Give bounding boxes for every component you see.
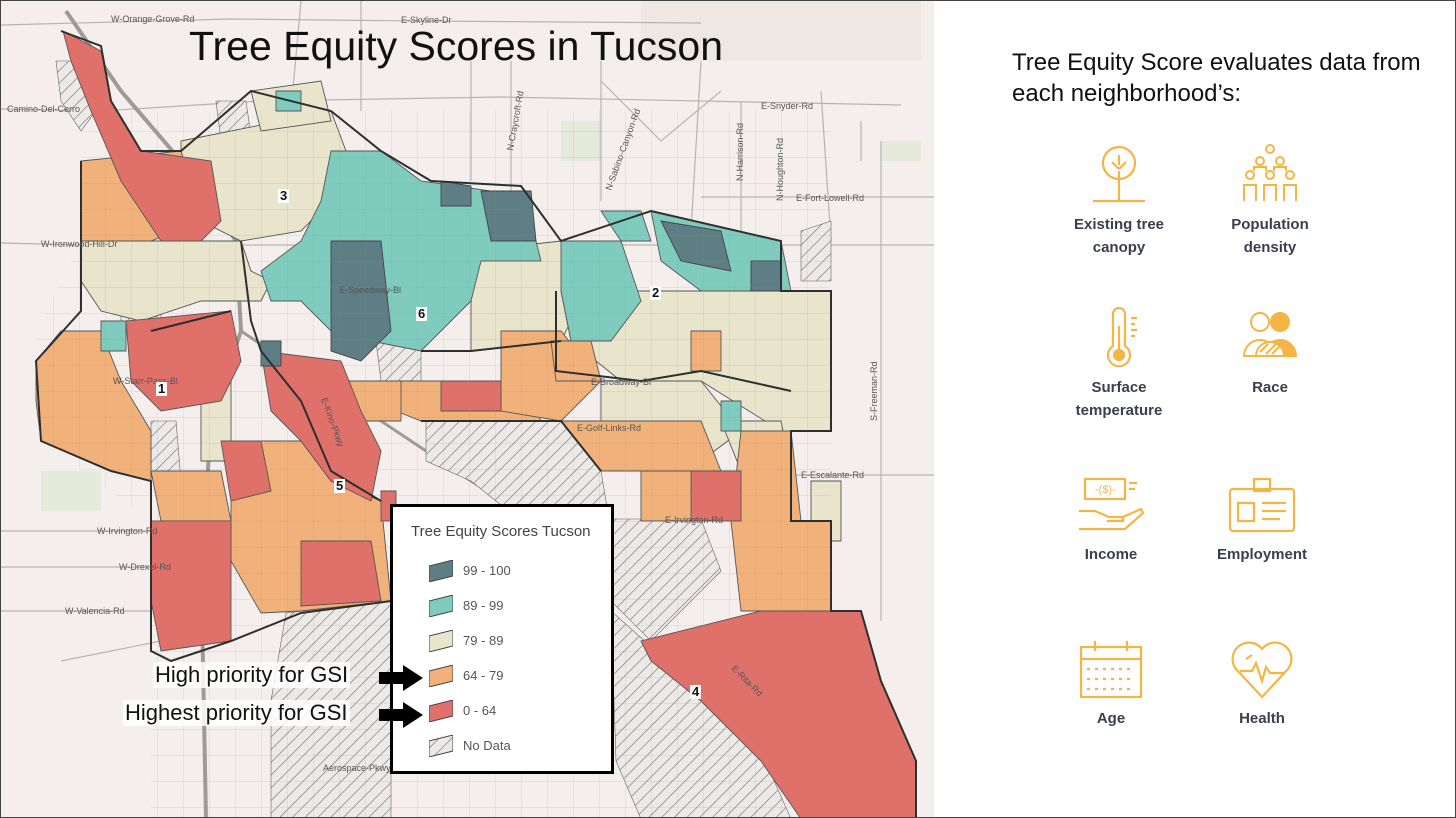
legend-label: 64 - 79 (463, 668, 504, 683)
road-label: W-Starr-Pass-Bl (113, 376, 178, 386)
road-label: Camino-Del-Cerro (7, 104, 80, 114)
map-legend: Tree Equity Scores Tucson 99 - 100 89 - … (390, 504, 614, 774)
factor-tree-canopy: Existing tree canopy (1044, 141, 1194, 259)
legend-label: No Data (463, 738, 511, 753)
road-label: E-Escalante-Rd (801, 470, 864, 480)
legend-title: Tree Equity Scores Tucson (411, 523, 591, 540)
road-label: E-Snyder-Rd (761, 101, 813, 111)
legend-swatch (429, 560, 453, 582)
road-label: E-Speedway-Bl (339, 285, 401, 295)
factor-health: Health (1187, 637, 1337, 730)
arrow-right-icon (379, 665, 423, 691)
factor-income: -($)- Income (1036, 473, 1186, 566)
factors-panel: Tree Equity Score evaluates data from ea… (934, 1, 1455, 817)
factor-label: Surface temperature (1075, 379, 1163, 419)
arrow-right-icon (379, 702, 423, 728)
svg-text:-($)-: -($)- (1095, 484, 1116, 496)
district-label: 5 (334, 478, 346, 493)
road-label: E-Skyline-Dr (401, 15, 452, 25)
road-label: N-Harrison-Rd (735, 123, 745, 181)
factor-surface-temperature: Surface temperature (1044, 306, 1194, 422)
factor-label: Health (1239, 710, 1285, 727)
road-label: E-Broadway-Bl (591, 377, 651, 387)
thermometer-icon (1106, 306, 1137, 368)
intro-text: Tree Equity Score evaluates data from ea… (1012, 49, 1421, 107)
legend-label: 89 - 99 (463, 598, 504, 613)
factor-label: Age (1096, 710, 1126, 727)
road-label: W-Ironwood-Hill-Dr (41, 239, 117, 249)
factor-race: Race (1195, 306, 1345, 399)
heart-pulse-icon (1231, 641, 1293, 699)
district-label: 6 (416, 306, 428, 321)
legend-label: 99 - 100 (463, 563, 511, 578)
calendar-icon (1079, 641, 1143, 699)
hand-money-icon: -($)- (1079, 477, 1145, 531)
high-priority-callout: High priority for GSI (153, 662, 351, 688)
district-label: 3 (278, 188, 290, 203)
legend-swatch (429, 665, 453, 687)
legend-swatch (429, 735, 453, 757)
legend-label: 0 - 64 (463, 703, 497, 718)
road-label: W-Drexel-Rd (119, 562, 171, 572)
district-label: 1 (156, 381, 168, 396)
road-label: S-Freeman-Rd (869, 361, 879, 421)
road-label: N-Houghton-Rd (775, 138, 785, 201)
district-label: 4 (690, 684, 702, 699)
road-label: E-Fort-Lowell-Rd (796, 193, 864, 203)
people-group-icon (1242, 312, 1298, 357)
factor-age: Age (1036, 637, 1186, 730)
road-label: Aerospace-Pkwy (323, 763, 391, 773)
factor-label: Race (1252, 379, 1288, 396)
road-label: W-Orange-Grove-Rd (111, 14, 194, 24)
legend-swatch (429, 630, 453, 652)
tucson-map[interactable]: W-Orange-Grove-Rd E-Skyline-Dr Camino-De… (1, 1, 934, 818)
highest-priority-callout: Highest priority for GSI (123, 700, 350, 726)
tree-icon (1093, 145, 1145, 203)
legend-swatch (429, 700, 453, 722)
population-icon (1243, 144, 1297, 201)
district-label: 2 (650, 285, 662, 300)
id-badge-icon (1228, 477, 1296, 533)
road-label: E-Golf-Links-Rd (577, 423, 641, 433)
factor-label: Income (1084, 546, 1138, 563)
factor-population-density: Population density (1195, 141, 1345, 259)
map-title: Tree Equity Scores in Tucson (189, 23, 724, 69)
road-label: E-Irvington-Rd (665, 515, 723, 525)
road-label: W-Irvington-Rd (97, 526, 157, 536)
map-panel[interactable]: W-Orange-Grove-Rd E-Skyline-Dr Camino-De… (1, 1, 934, 818)
factor-label: Employment (1216, 546, 1307, 563)
legend-swatch (429, 595, 453, 617)
factor-label: Population density (1231, 216, 1309, 256)
factor-label: Existing tree canopy (1073, 216, 1165, 256)
road-label: W-Valencia-Rd (65, 606, 125, 616)
legend-label: 79 - 89 (463, 633, 504, 648)
factor-employment: Employment (1187, 473, 1337, 566)
